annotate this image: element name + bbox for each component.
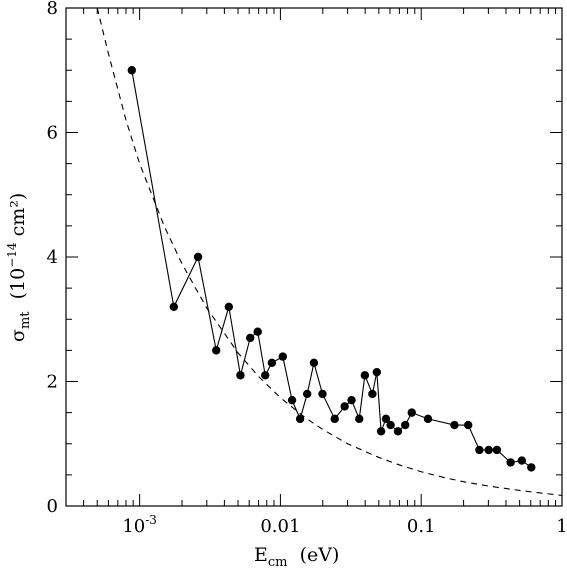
data-point — [267, 358, 277, 368]
data-point — [261, 371, 270, 380]
x-tick-label: 10-3 — [122, 513, 157, 537]
data-point — [407, 408, 416, 417]
data-point — [330, 414, 339, 424]
x-tick-label: 1 — [556, 516, 567, 537]
data-point — [450, 420, 459, 430]
plot-frame — [65, 7, 563, 507]
data-point — [212, 346, 221, 355]
tick-labels: 10-3 0.01 0.1 1 0 2 4 6 8 — [47, 0, 567, 537]
data-point — [236, 371, 245, 380]
data-point — [253, 327, 262, 336]
data-point — [224, 302, 234, 311]
y-axis-label: σmt (10−14 cm²) — [5, 193, 33, 342]
x-tick-label: 0.1 — [407, 516, 436, 537]
data-point — [193, 252, 203, 262]
data-point — [492, 445, 502, 455]
data-point — [303, 389, 312, 399]
data-point — [484, 445, 493, 455]
data-point — [278, 352, 288, 361]
dashed-curve — [96, 8, 562, 496]
data-point — [376, 427, 386, 436]
data-point — [295, 414, 305, 424]
data-point — [423, 414, 433, 424]
y-tick-label: 8 — [47, 0, 58, 19]
data-point — [309, 358, 319, 368]
data-point — [381, 414, 391, 424]
y-tick-label: 4 — [47, 247, 58, 268]
data-point — [245, 333, 255, 343]
data-point — [169, 302, 179, 311]
data-point — [360, 371, 370, 380]
data-point — [287, 395, 297, 405]
data-point — [318, 389, 327, 399]
data-point — [368, 389, 377, 399]
data-point — [527, 463, 536, 472]
data-series-layer — [127, 66, 536, 472]
y-tick-label: 0 — [47, 496, 58, 517]
data-point — [372, 367, 382, 377]
data-point — [401, 420, 410, 430]
axis-ticks — [65, 7, 563, 507]
data-point — [517, 456, 527, 465]
data-point — [355, 414, 364, 424]
data-line — [131, 70, 532, 468]
data-point — [464, 420, 473, 430]
data-point — [127, 66, 137, 75]
data-point — [347, 395, 356, 405]
data-point — [386, 420, 395, 430]
data-point — [506, 458, 515, 467]
dashed-curve-layer — [96, 8, 562, 496]
x-tick-label: 0.01 — [260, 516, 300, 537]
x-axis-label: Ecm (eV) — [254, 544, 339, 570]
data-point — [340, 402, 349, 411]
y-tick-label: 2 — [47, 372, 58, 393]
data-point — [393, 427, 403, 436]
data-point — [475, 445, 484, 455]
y-tick-label: 6 — [47, 123, 58, 144]
